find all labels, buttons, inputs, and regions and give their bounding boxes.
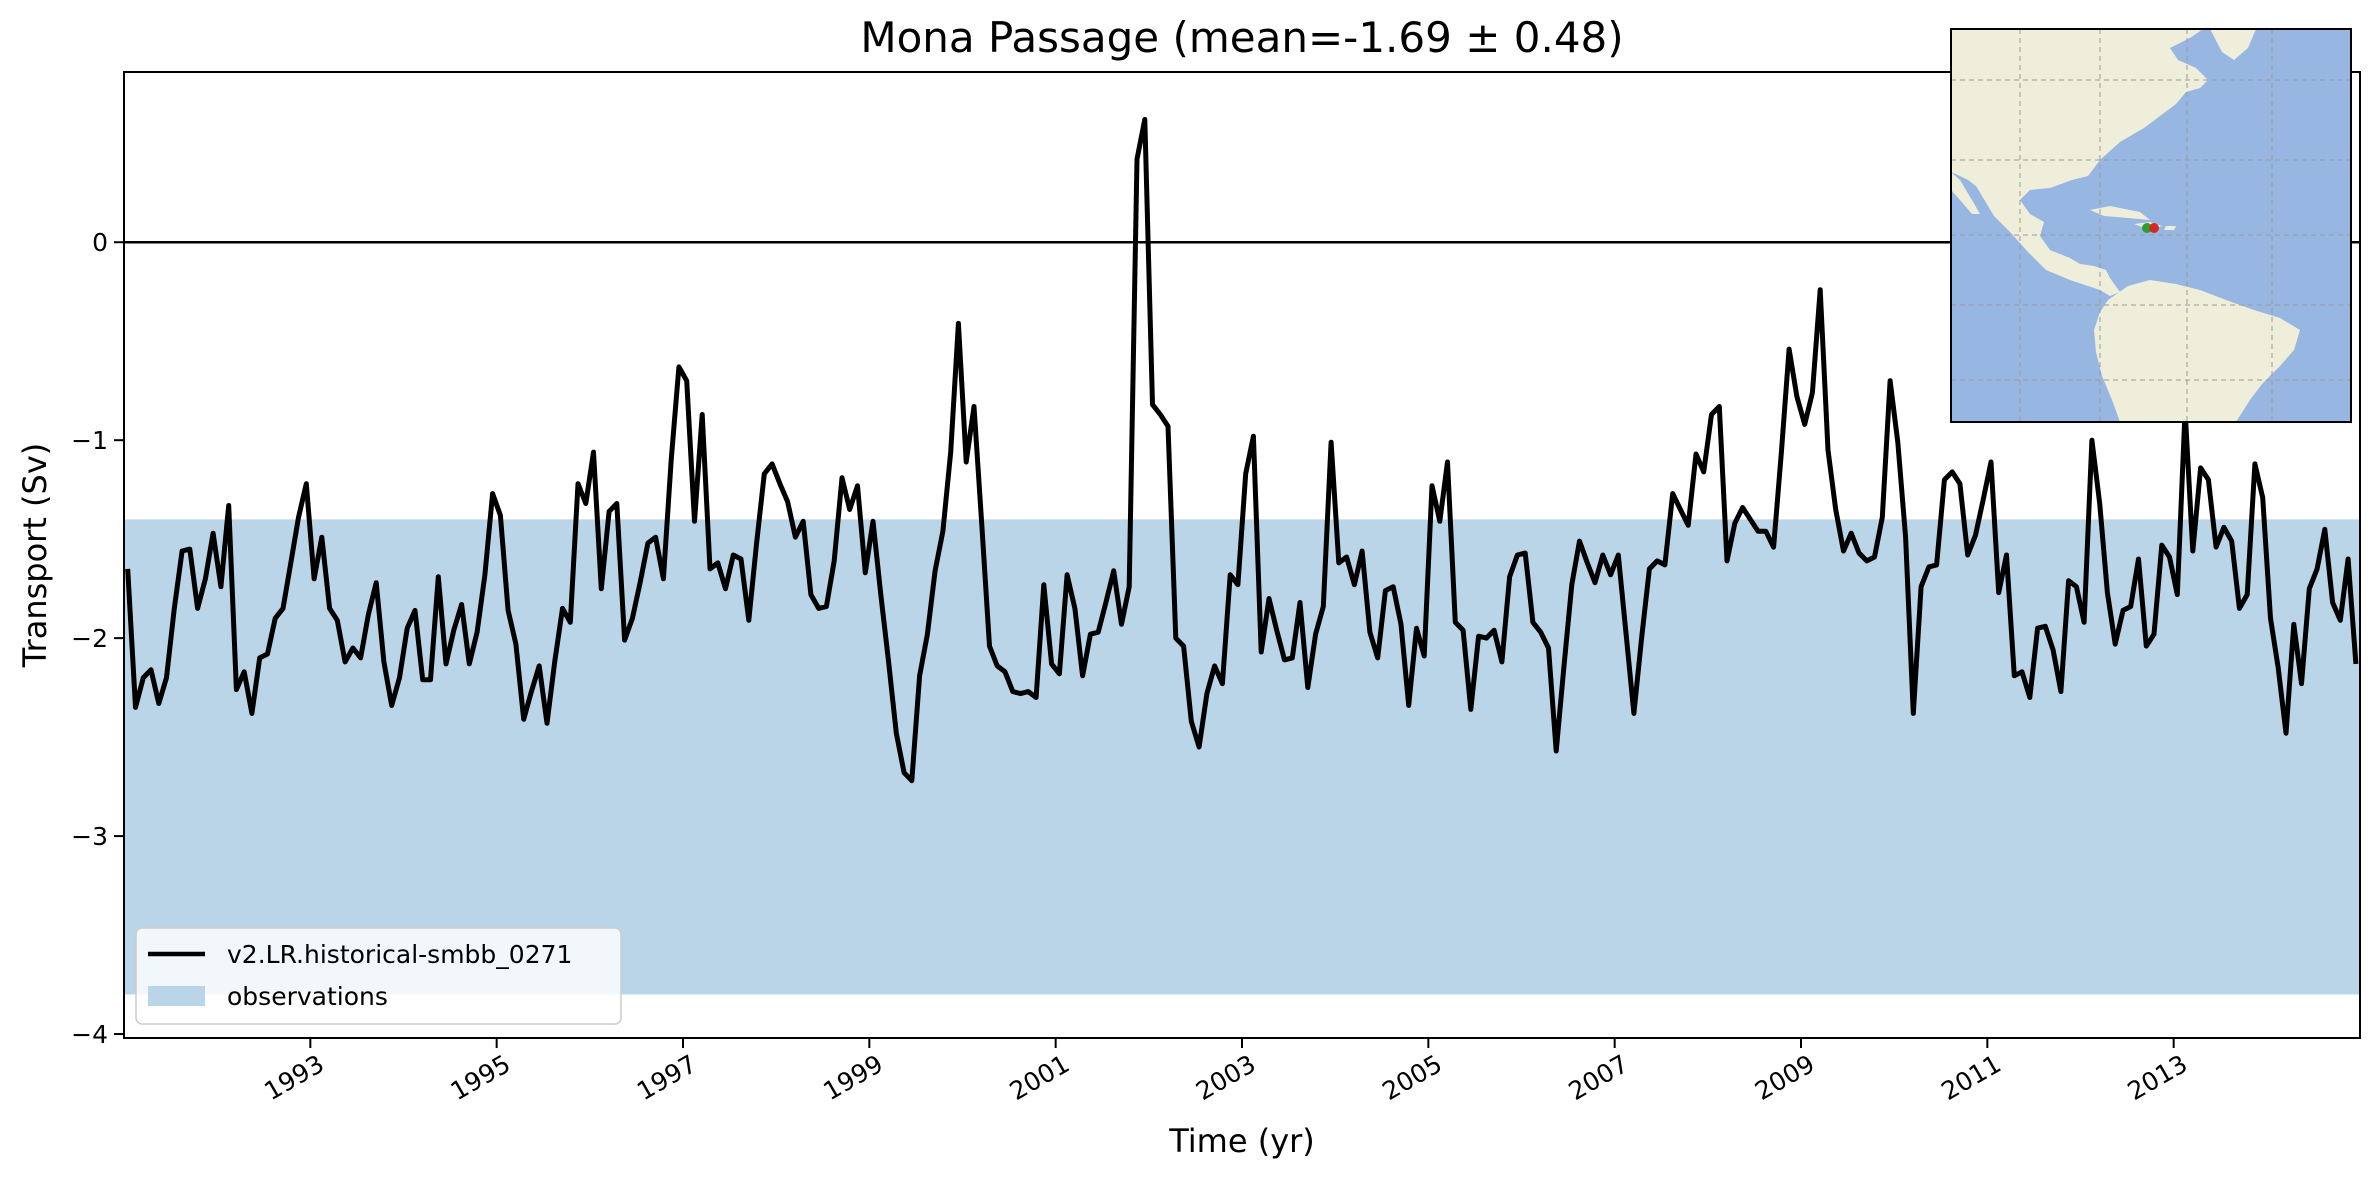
observations-band [124,519,2360,995]
y-tick-label: −2 [71,624,108,653]
legend-label-observations: observations [227,982,388,1011]
x-tick-label: 2003 [1191,1049,1261,1106]
x-tick-label: 1997 [632,1049,702,1106]
map-land-baja [1951,172,1980,214]
x-axis-label: Time (yr) [1168,1122,1315,1160]
map-land-cuba [2090,206,2150,220]
legend-label-model: v2.LR.historical-smbb_0271 [227,940,572,969]
chart-title: Mona Passage (mean=-1.69 ± 0.48) [860,13,1623,62]
x-ticks: 1993 1995 1997 1999 2001 2003 2005 2007 2009 2011… [259,1038,2192,1106]
map-gridlines [1951,29,2351,422]
map-land-south-america [2094,280,2300,422]
x-tick-label: 2005 [1377,1049,1447,1106]
y-ticks: −4 −3 −2 −1 0 [71,228,124,1049]
x-tick-label: 2009 [1750,1049,1820,1106]
y-axis-label: Transport (Sv) [16,443,54,669]
map-marker-start [2142,223,2152,233]
map-land-greenland [2210,29,2256,60]
legend-band-swatch [148,986,205,1006]
x-tick-label: 2001 [1005,1049,1075,1106]
map-frame [1950,28,2352,423]
x-tick-label: 2013 [2123,1049,2193,1106]
x-tick-label: 2007 [1564,1049,1634,1106]
x-tick-label: 1995 [446,1049,516,1106]
y-tick-label: −1 [71,426,108,455]
map-land-puerto-rico [2164,226,2176,230]
x-tick-label: 2011 [1936,1049,2006,1106]
legend-box [135,927,622,1025]
y-tick-label: 0 [92,228,108,257]
map-land-north-america [1951,29,2208,296]
series-layer [125,117,2359,784]
y-tick-label: −3 [71,822,108,851]
series-line-model [125,117,2359,784]
inset-map [1950,28,2352,423]
legend: v2.LR.historical-smbb_0271 observations [135,927,622,1025]
y-tick-label: −4 [71,1020,108,1049]
x-tick-label: 1999 [818,1049,888,1106]
x-tick-label: 1993 [259,1049,329,1106]
observations-band-layer [124,519,2360,995]
map-marker-end [2149,223,2159,233]
